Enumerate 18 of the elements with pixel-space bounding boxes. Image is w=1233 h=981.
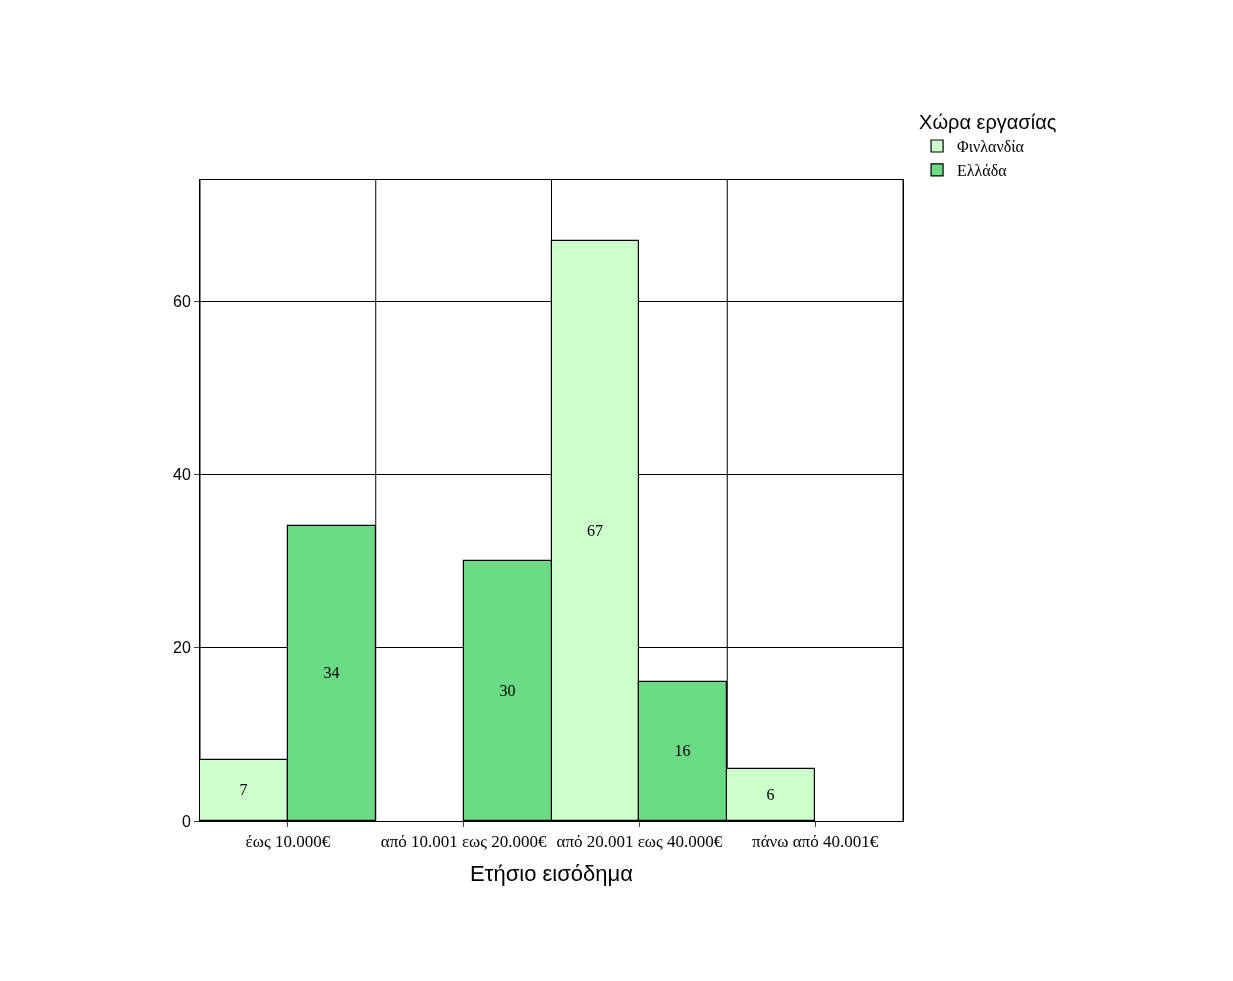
data-label: 7 [239,781,248,799]
x-tick-label: πάνω από 40.001€ [752,832,879,852]
x-tick-label: έως 10.000€ [245,832,331,852]
data-label: 67 [586,521,603,539]
x-tick-label: από 20.001 εως 40.000€ [556,832,723,852]
legend-label: Ελλάδα [957,162,1008,180]
legend-title: Χώρα εργασίας [919,111,1057,134]
legend-label: Φινλανδία [957,138,1025,156]
y-tick-label: 0 [181,812,191,830]
y-tick-label: 60 [173,292,191,310]
x-tick-label: από 10.001 εως 20.000€ [380,832,548,852]
data-label: 6 [766,785,775,803]
data-label: 34 [323,664,340,682]
y-tick-label: 40 [173,466,191,484]
data-label: 16 [674,742,691,760]
data-label: 30 [499,681,516,699]
y-tick-label: 20 [173,639,191,657]
x-axis-title: Ετήσιο εισόδημα [470,861,634,887]
